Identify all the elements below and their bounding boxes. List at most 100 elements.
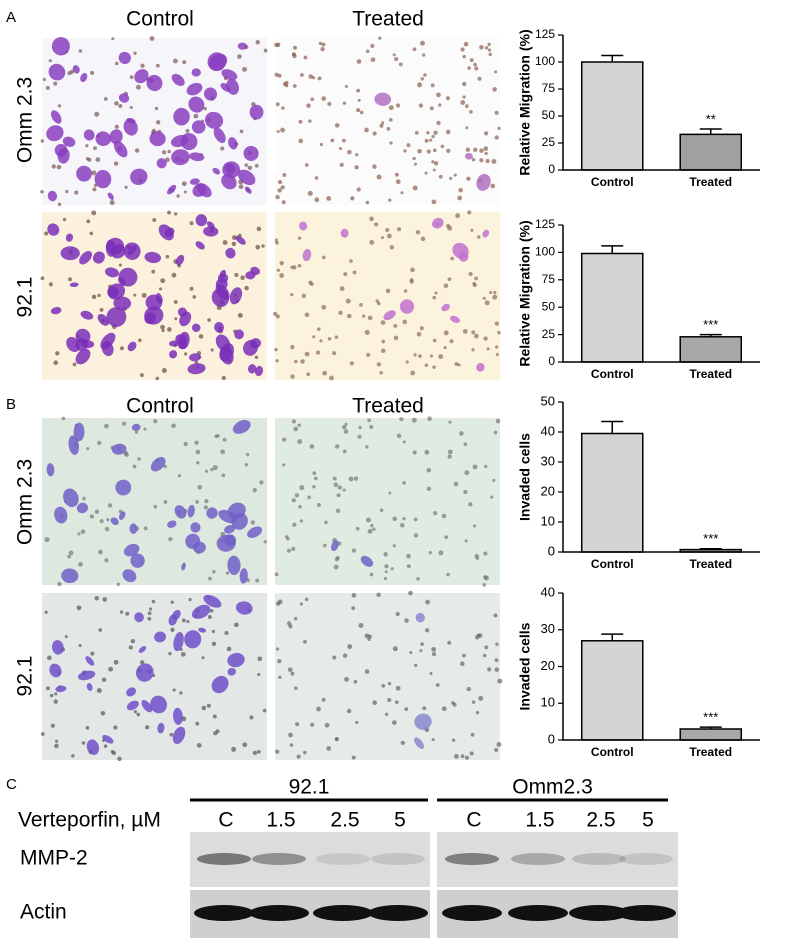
pore	[303, 639, 307, 644]
pore	[338, 146, 343, 151]
pore	[443, 283, 449, 289]
pore	[213, 731, 218, 736]
pore	[436, 120, 441, 126]
significance: ***	[703, 317, 718, 332]
cell	[111, 443, 127, 455]
pore	[287, 667, 293, 673]
pore	[445, 96, 450, 101]
pore	[288, 732, 293, 738]
column-label: Control	[126, 8, 194, 31]
pore	[327, 337, 332, 341]
pore	[346, 708, 352, 714]
pore	[479, 45, 484, 50]
cell	[213, 127, 226, 144]
pore	[482, 653, 487, 658]
cell	[191, 68, 201, 77]
pore	[299, 602, 303, 606]
pore	[292, 84, 297, 88]
pore	[45, 85, 50, 90]
cell	[106, 306, 127, 327]
cell	[50, 306, 62, 315]
pore	[279, 273, 285, 278]
pore	[257, 656, 263, 662]
band	[313, 905, 373, 921]
cell	[126, 687, 136, 697]
cell	[414, 737, 424, 749]
cell	[48, 63, 66, 81]
y-tick-label: 100	[535, 54, 555, 68]
pore	[304, 163, 309, 167]
y-tick-label: 50	[542, 299, 556, 313]
pore	[494, 135, 499, 140]
pore	[395, 103, 401, 108]
pore	[303, 750, 307, 755]
pore	[40, 139, 45, 143]
pore	[463, 442, 468, 447]
pore	[292, 522, 297, 527]
pore	[470, 228, 474, 232]
pore	[485, 158, 490, 164]
cell	[204, 111, 224, 129]
pore	[433, 130, 438, 135]
pore	[400, 191, 404, 195]
cell	[234, 329, 244, 340]
cell	[217, 273, 229, 283]
pore	[370, 57, 376, 63]
cell	[86, 682, 93, 691]
pore	[344, 422, 348, 426]
pore	[381, 121, 385, 125]
pore	[310, 97, 315, 102]
pore	[350, 196, 355, 201]
pore	[420, 236, 426, 242]
pore	[211, 629, 216, 634]
y-tick-label: 100	[535, 245, 555, 259]
pore	[160, 324, 165, 330]
pore	[195, 500, 199, 504]
pore	[277, 188, 282, 193]
pore	[247, 165, 253, 171]
cell	[237, 169, 256, 186]
pore	[432, 338, 437, 343]
cell	[95, 131, 111, 147]
pore	[375, 299, 379, 303]
cell	[130, 553, 145, 568]
cell	[171, 149, 190, 166]
pore	[263, 540, 267, 544]
cell	[156, 158, 167, 169]
pore	[387, 697, 392, 703]
pore	[57, 202, 62, 207]
y-tick-label: 75	[542, 81, 556, 95]
error-bar	[601, 633, 624, 641]
pore	[449, 176, 453, 180]
cell	[198, 627, 207, 633]
pore	[96, 688, 102, 694]
x-tick-label: Treated	[689, 175, 732, 189]
pore	[64, 635, 68, 639]
pore	[342, 449, 347, 454]
micrograph	[40, 210, 267, 381]
pore	[412, 450, 417, 455]
pore	[380, 236, 385, 240]
pore	[287, 621, 292, 626]
pore	[232, 235, 237, 241]
pore	[57, 581, 62, 587]
band	[508, 905, 568, 921]
pore	[48, 282, 53, 287]
y-axis-label: Invaded cells	[517, 433, 533, 521]
pore	[316, 327, 321, 331]
pore	[166, 327, 172, 332]
pore	[400, 740, 406, 746]
pore	[390, 567, 394, 571]
error-bar	[601, 420, 624, 434]
error-bar	[699, 128, 722, 135]
row-label: 92.1	[14, 277, 37, 318]
pore	[129, 75, 134, 80]
cell	[104, 267, 119, 278]
cell	[144, 251, 162, 264]
pore	[483, 575, 488, 580]
pore	[170, 600, 174, 604]
pore	[379, 370, 383, 375]
pore	[335, 737, 339, 741]
pore	[104, 526, 110, 532]
cell	[92, 251, 105, 264]
